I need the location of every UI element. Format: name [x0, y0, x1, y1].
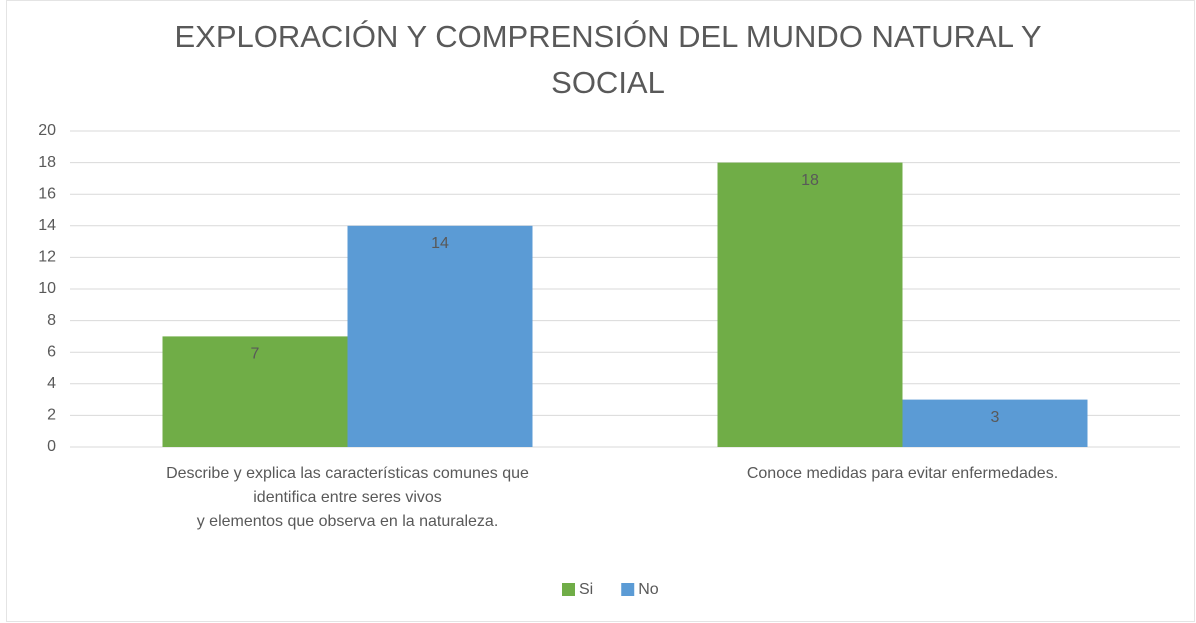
- bar: [902, 399, 1088, 447]
- x-tick-label: Describe y explica las características c…: [166, 465, 529, 530]
- bar: [717, 162, 903, 447]
- data-label: 14: [431, 235, 449, 252]
- y-tick-label: 12: [38, 249, 56, 266]
- y-tick-label: 16: [38, 185, 56, 202]
- y-tick-label: 14: [38, 217, 56, 234]
- y-tick-label: 20: [38, 122, 56, 139]
- data-label: 7: [251, 346, 260, 363]
- y-tick-label: 4: [47, 375, 56, 392]
- y-tick-label: 18: [38, 154, 56, 171]
- legend-label: Si: [579, 581, 593, 598]
- y-tick-label: 6: [47, 343, 56, 360]
- data-label: 3: [991, 409, 1000, 426]
- y-tick-label: 10: [38, 280, 56, 297]
- legend-label: No: [638, 581, 659, 598]
- y-tick-label: 0: [47, 438, 56, 455]
- legend-swatch: [621, 583, 635, 596]
- y-tick-label: 2: [47, 407, 56, 424]
- bar: [162, 336, 348, 447]
- data-label: 18: [801, 172, 819, 189]
- legend-swatch: [562, 583, 575, 596]
- chart-border: [6, 0, 1195, 622]
- x-tick-label: Conoce medidas para evitar enfermedades.: [746, 465, 1059, 482]
- bar: [347, 225, 533, 447]
- chart-title: EXPLORACIÓN Y COMPRENSIÓN DEL MUNDO NATU…: [174, 19, 1042, 100]
- y-tick-label: 8: [47, 312, 56, 329]
